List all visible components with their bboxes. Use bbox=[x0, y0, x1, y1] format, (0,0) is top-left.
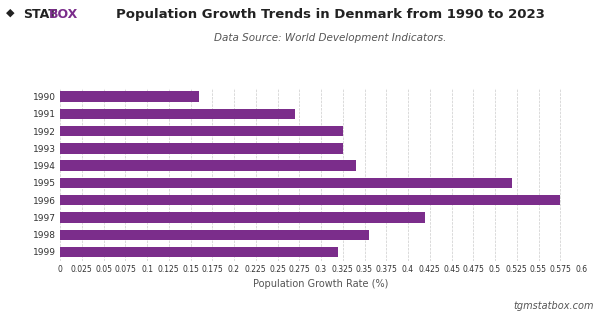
Bar bbox=[60, 195, 560, 205]
Bar bbox=[60, 178, 512, 188]
Bar bbox=[60, 126, 343, 136]
Bar bbox=[60, 143, 343, 154]
Text: tgmstatbox.com: tgmstatbox.com bbox=[514, 301, 594, 311]
Text: BOX: BOX bbox=[49, 8, 79, 21]
Bar bbox=[60, 212, 425, 223]
Bar bbox=[60, 247, 338, 257]
Text: STAT: STAT bbox=[23, 8, 56, 21]
Bar bbox=[60, 160, 356, 171]
Text: Data Source: World Development Indicators.: Data Source: World Development Indicator… bbox=[214, 33, 446, 43]
X-axis label: Population Growth Rate (%): Population Growth Rate (%) bbox=[253, 279, 389, 289]
Text: ◆: ◆ bbox=[6, 8, 19, 18]
Bar bbox=[60, 230, 369, 240]
Bar bbox=[60, 109, 295, 119]
Bar bbox=[60, 91, 199, 102]
Text: Population Growth Trends in Denmark from 1990 to 2023: Population Growth Trends in Denmark from… bbox=[116, 8, 544, 21]
